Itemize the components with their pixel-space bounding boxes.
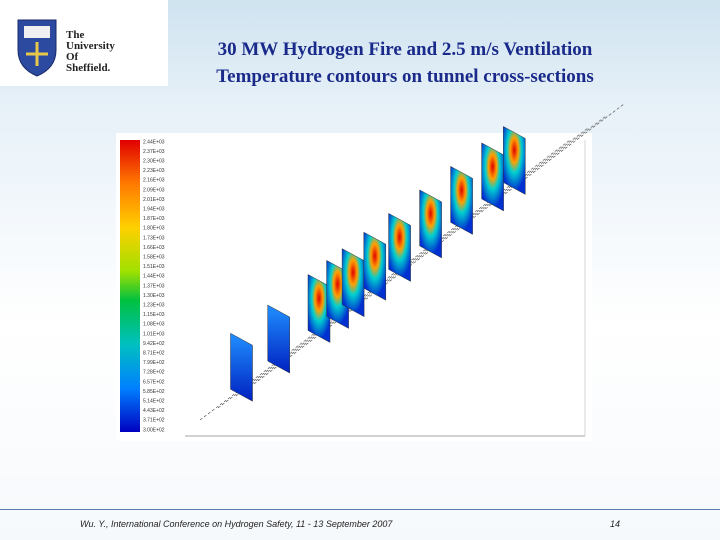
colorbar-label: 2.16E+03 (143, 178, 165, 184)
colorbar-label: 5.85E+02 (143, 389, 165, 395)
page-number: 14 (610, 519, 621, 529)
cross-section (307, 274, 331, 343)
cross-section (450, 165, 473, 235)
colorbar-label: 2.01E+03 (143, 197, 165, 203)
cross-section (481, 142, 504, 212)
colorbar-label: 2.23E+03 (143, 168, 165, 174)
slide-title: 30 MW Hydrogen Fire and 2.5 m/s Ventilat… (170, 36, 640, 90)
colorbar-label: 1.80E+03 (143, 226, 165, 232)
colorbar-label: 5.14E+02 (143, 399, 165, 405)
colorbar-label: 3.71E+02 (143, 418, 165, 424)
logo-line: University (66, 40, 115, 52)
tunnel-edge (235, 115, 607, 397)
footer-rule (0, 509, 720, 510)
colorbar-label: 1.01E+03 (143, 331, 165, 337)
crest (17, 19, 57, 77)
cross-section (388, 212, 411, 282)
colorbar-label: 1.87E+03 (143, 216, 165, 222)
colorbar-label: 3.00E+02 (143, 427, 165, 433)
cross-section (341, 248, 365, 318)
colorbar-label: 2.37E+03 (143, 149, 165, 155)
colorbar-label: 9.42E+02 (143, 341, 165, 347)
logo: The University Of Sheffield. (0, 0, 168, 86)
cross-section (503, 126, 526, 195)
colorbar-label: 2.44E+03 (143, 139, 165, 145)
colorbar-label: 4.43E+02 (143, 408, 165, 414)
colorbar (120, 140, 140, 432)
cross-section (230, 332, 253, 402)
cross-section (267, 304, 290, 374)
colorbar-label: 7.99E+02 (143, 360, 165, 366)
colorbar-label: 2.30E+03 (143, 159, 165, 165)
colorbar-label: 1.08E+03 (143, 322, 165, 328)
title-line: 30 MW Hydrogen Fire and 2.5 m/s Ventilat… (217, 39, 593, 60)
logo-text: The University Of Sheffield. (66, 30, 115, 74)
citation: Wu. Y., International Conference on Hydr… (80, 519, 393, 529)
colorbar-label: 1.23E+03 (143, 303, 165, 309)
cross-section (363, 231, 387, 301)
colorbar-label: 1.44E+03 (143, 274, 165, 280)
colorbar-label: 1.51E+03 (143, 264, 165, 270)
cross-section (419, 189, 442, 259)
logo-line: The (66, 29, 85, 41)
colorbar-label: 1.58E+03 (143, 255, 165, 261)
tunnel (199, 103, 625, 421)
colorbar-label: 7.28E+02 (143, 370, 165, 376)
colorbar-label: 8.71E+02 (143, 351, 165, 357)
colorbar-label: 1.37E+03 (143, 283, 165, 289)
colorbar-label: 1.73E+03 (143, 235, 165, 241)
colorbar-label: 1.66E+03 (143, 245, 165, 251)
colorbar-label: 6.57E+02 (143, 379, 165, 385)
colorbar-label: 1.15E+03 (143, 312, 165, 318)
logo-line: Of (66, 51, 79, 63)
colorbar-label: 1.30E+03 (143, 293, 165, 299)
title-line: Temperature contours on tunnel cross-sec… (216, 66, 594, 87)
colorbar-label: 2.09E+03 (143, 187, 165, 193)
logo-line: Sheffield. (66, 62, 111, 74)
colorbar-label: 1.94E+03 (143, 207, 165, 213)
